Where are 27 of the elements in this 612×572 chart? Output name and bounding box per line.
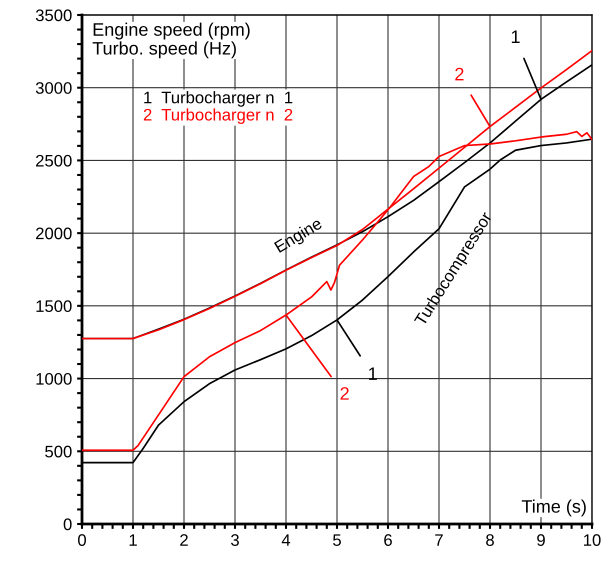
y-tick-label: 2000: [36, 228, 72, 240]
y-tick-label: 1000: [36, 372, 72, 385]
annotation: 1: [512, 30, 520, 43]
y-tick-label: 1500: [36, 300, 72, 312]
annotation: 2: [455, 68, 464, 80]
x-tick-label: 9: [537, 534, 545, 546]
y-tick-label: 0: [64, 518, 72, 530]
x-tick-label: 2: [180, 534, 188, 546]
y-axis-title: Engine speed (rpm) Turbo. speed (Hz): [92, 22, 250, 58]
x-tick-label: 3: [231, 534, 239, 546]
text: 2 Turbocharger n 2: [144, 108, 292, 124]
x-tick-label: 8: [486, 534, 494, 546]
x-tick-label: 1: [130, 534, 137, 546]
y-tick-label: 500: [45, 446, 72, 458]
annotation: 2: [340, 387, 349, 400]
y-tick-label: 2500: [36, 154, 72, 167]
x-tick-label: 4: [282, 534, 290, 546]
annotation: 1: [369, 367, 377, 380]
x-tick-label: 0: [78, 534, 86, 546]
x-tick-label: 6: [384, 534, 392, 546]
y-tick-label: 3000: [36, 82, 72, 94]
x-tick-label: 7: [435, 534, 443, 546]
y-tick-label: 3500: [36, 9, 72, 22]
text: 1 Turbocharger n 1: [144, 91, 292, 107]
x-tick-label: 5: [333, 534, 341, 546]
x-tick-label: 10: [584, 534, 601, 546]
x-axis-title: Time (s): [522, 500, 586, 516]
